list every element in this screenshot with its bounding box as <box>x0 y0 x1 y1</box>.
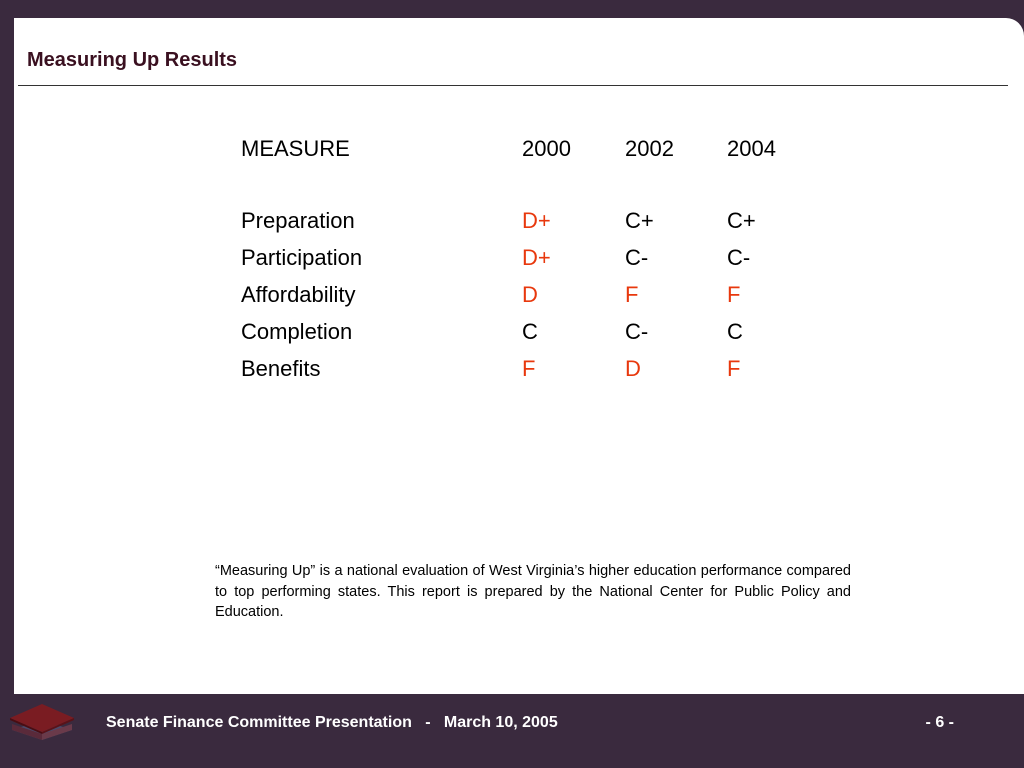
grade-2004: F <box>727 356 741 381</box>
header-2000: 2000 <box>522 136 571 161</box>
slide: Measuring Up Results MEASURE 2000 2002 2… <box>14 18 1024 694</box>
measure-label: Benefits <box>241 356 321 381</box>
header-2004: 2004 <box>727 136 776 161</box>
grade-2000: F <box>522 356 536 381</box>
grade-2000: D+ <box>522 208 551 233</box>
grade-2002: D <box>625 356 641 381</box>
grade-2000: D <box>522 282 538 307</box>
measure-label: Preparation <box>241 208 355 233</box>
grade-2002: C- <box>625 245 649 270</box>
page-number: - 6 - <box>925 714 954 731</box>
title-divider <box>18 85 1008 86</box>
header-measure: MEASURE <box>241 136 350 161</box>
grade-2004: F <box>727 282 741 307</box>
measure-label: Affordability <box>241 282 356 307</box>
header-2002: 2002 <box>625 136 674 161</box>
grade-2000: C <box>522 319 538 344</box>
grade-2004: C+ <box>727 208 756 233</box>
page-title: Measuring Up Results <box>27 49 238 71</box>
grade-2002: F <box>625 282 639 307</box>
footer-presentation-title: Senate Finance Committee Presentation - … <box>106 714 558 731</box>
mortarboard-cap-icon <box>10 704 74 740</box>
grade-2002: C+ <box>625 208 654 233</box>
grade-2004: C <box>727 319 743 344</box>
grade-2002: C- <box>625 319 649 344</box>
grade-2000: D+ <box>522 245 551 270</box>
measure-label: Completion <box>241 319 353 344</box>
report-note: “Measuring Up” is a national evaluation … <box>215 563 851 620</box>
measure-label: Participation <box>241 245 363 270</box>
grade-2004: C- <box>727 245 751 270</box>
